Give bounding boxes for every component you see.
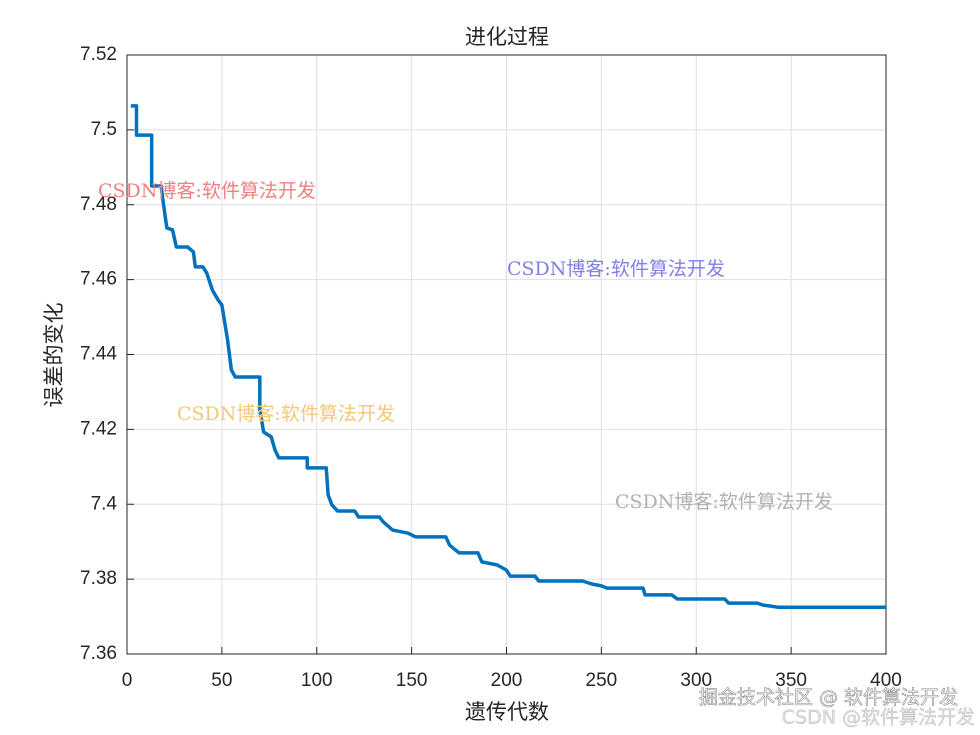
x-tick-label: 350 xyxy=(775,670,807,691)
y-tick-label: 7.46 xyxy=(80,269,117,290)
plot-frame xyxy=(126,54,887,655)
watermark: 掘金技术社区 @ 软件算法开发 xyxy=(699,687,958,709)
x-tick-label: 150 xyxy=(396,670,428,691)
x-tick-label: 250 xyxy=(586,670,618,691)
watermark: CSDN博客:软件算法开发 xyxy=(615,491,833,513)
y-tick-label: 7.52 xyxy=(80,44,117,65)
x-tick-label: 0 xyxy=(122,670,133,691)
y-tick-label: 7.5 xyxy=(91,119,117,140)
watermark: CSDN博客:软件算法开发 xyxy=(177,403,395,425)
x-tick-label: 400 xyxy=(870,670,902,691)
y-tick-label: 7.36 xyxy=(80,643,117,664)
data-line xyxy=(130,104,886,609)
watermark: CSDN @软件算法开发 xyxy=(782,707,975,729)
watermark: CSDN博客:软件算法开发 xyxy=(98,180,316,202)
x-axis-label: 遗传代数 xyxy=(465,700,549,724)
x-tick-label: 100 xyxy=(301,670,333,691)
y-tick-label: 7.4 xyxy=(91,493,118,514)
y-axis-label: 误差的变化 xyxy=(42,303,66,408)
y-tick-label: 7.42 xyxy=(80,418,117,439)
y-tick-label: 7.44 xyxy=(80,344,117,365)
x-tick-label: 200 xyxy=(491,670,523,691)
watermark: CSDN博客:软件算法开发 xyxy=(507,258,725,280)
x-tick-label: 50 xyxy=(211,670,232,691)
chart-title: 进化过程 xyxy=(465,25,549,49)
y-tick-label: 7.38 xyxy=(80,568,117,589)
x-tick-label: 300 xyxy=(680,670,712,691)
y-tick-label: 7.48 xyxy=(80,194,117,215)
